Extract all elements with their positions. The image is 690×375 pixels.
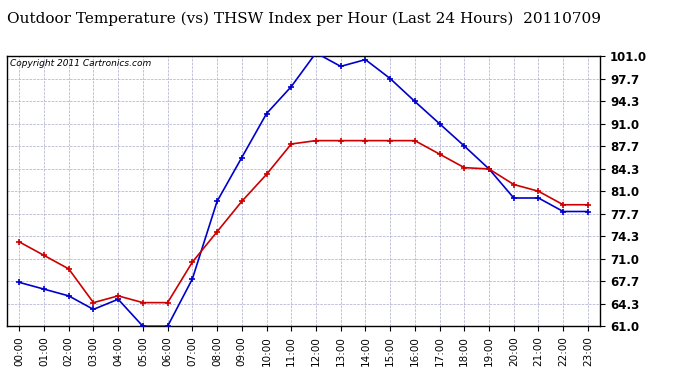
Text: Outdoor Temperature (vs) THSW Index per Hour (Last 24 Hours)  20110709: Outdoor Temperature (vs) THSW Index per … [7, 11, 600, 26]
Text: Copyright 2011 Cartronics.com: Copyright 2011 Cartronics.com [10, 59, 151, 68]
